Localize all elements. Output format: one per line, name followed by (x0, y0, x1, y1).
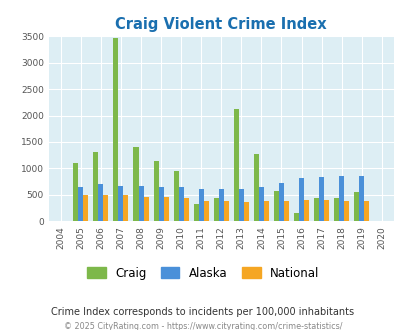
Bar (313, 198, 318, 221)
Bar (303, 200, 308, 221)
Bar (338, 176, 343, 221)
Bar (153, 161, 158, 221)
Bar (83, 195, 88, 221)
Bar (133, 147, 138, 221)
Bar (223, 201, 228, 221)
Bar (358, 176, 363, 221)
Bar (363, 201, 368, 221)
Bar (98, 184, 103, 221)
Text: © 2025 CityRating.com - https://www.cityrating.com/crime-statistics/: © 2025 CityRating.com - https://www.city… (64, 321, 341, 330)
Bar (323, 200, 328, 221)
Bar (193, 204, 198, 221)
Bar (293, 213, 298, 221)
Bar (283, 201, 288, 221)
Bar (333, 198, 338, 221)
Bar (158, 187, 163, 221)
Legend: Craig, Alaska, National: Craig, Alaska, National (82, 262, 323, 284)
Bar (73, 163, 78, 221)
Bar (203, 201, 208, 221)
Bar (103, 195, 108, 221)
Bar (263, 201, 268, 221)
Bar (298, 178, 303, 221)
Bar (163, 197, 168, 221)
Title: Craig Violent Crime Index: Craig Violent Crime Index (115, 17, 326, 32)
Bar (218, 189, 223, 221)
Bar (173, 171, 178, 221)
Bar (138, 186, 143, 221)
Bar (198, 189, 203, 221)
Bar (93, 152, 98, 221)
Bar (258, 187, 263, 221)
Bar (278, 182, 283, 221)
Bar (118, 186, 123, 221)
Bar (113, 38, 118, 221)
Bar (123, 195, 128, 221)
Bar (213, 198, 218, 221)
Text: Crime Index corresponds to incidents per 100,000 inhabitants: Crime Index corresponds to incidents per… (51, 307, 354, 317)
Bar (233, 109, 238, 221)
Bar (183, 198, 188, 221)
Bar (178, 187, 183, 221)
Bar (243, 202, 248, 221)
Bar (273, 191, 278, 221)
Bar (253, 154, 258, 221)
Bar (78, 187, 83, 221)
Bar (318, 177, 323, 221)
Bar (353, 192, 358, 221)
Bar (143, 197, 148, 221)
Bar (238, 189, 243, 221)
Bar (343, 201, 348, 221)
